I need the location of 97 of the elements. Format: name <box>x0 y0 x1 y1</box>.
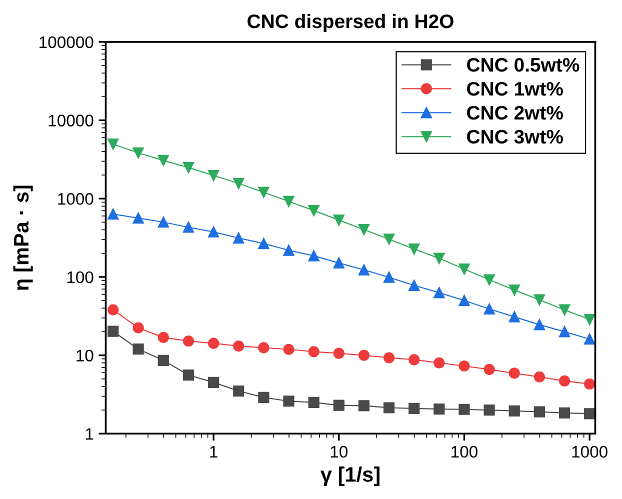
point <box>233 340 244 352</box>
point <box>283 244 294 256</box>
x-tick-label: 10 <box>330 446 348 458</box>
x-tick-label: 100 <box>452 446 478 458</box>
point <box>584 334 596 345</box>
point <box>484 364 495 375</box>
point <box>208 338 220 349</box>
point <box>458 294 470 306</box>
point <box>182 162 194 174</box>
y-tick-label: 1 <box>86 428 94 440</box>
point <box>458 404 470 415</box>
point <box>584 378 596 390</box>
point <box>408 402 420 414</box>
y-tick-label: 100 <box>67 271 94 284</box>
point <box>358 224 370 236</box>
point <box>408 243 420 255</box>
legend-label: CNC 0.5wt% <box>467 58 580 72</box>
point <box>108 326 119 337</box>
point <box>182 369 194 381</box>
point <box>584 408 596 420</box>
legend-label: CNC 2wt% <box>467 106 563 120</box>
x-axis-title: γ [1/s] <box>320 466 380 486</box>
point <box>283 344 294 355</box>
point <box>434 287 445 298</box>
point <box>132 322 144 334</box>
point <box>208 170 220 182</box>
point <box>383 352 395 364</box>
point <box>258 392 270 403</box>
point <box>584 314 596 326</box>
x-tick-label: 1 <box>210 446 218 458</box>
point <box>458 264 470 275</box>
point <box>333 214 344 226</box>
point <box>534 371 545 382</box>
point <box>358 350 370 361</box>
point <box>283 196 294 207</box>
legend-label: CNC 3wt% <box>467 130 563 144</box>
point <box>508 368 520 379</box>
point <box>108 304 119 316</box>
point <box>208 376 220 388</box>
point <box>308 204 320 216</box>
point <box>333 348 344 359</box>
point <box>258 186 270 198</box>
point <box>408 280 420 291</box>
point <box>158 216 169 228</box>
point <box>434 252 445 264</box>
point <box>182 222 194 233</box>
point <box>182 335 194 347</box>
y-tick-label: 1000 <box>58 193 94 205</box>
point <box>484 404 495 416</box>
point <box>534 406 545 418</box>
point <box>233 232 244 244</box>
point <box>383 272 395 283</box>
point <box>534 294 545 306</box>
point <box>308 346 320 358</box>
point <box>508 284 520 296</box>
point <box>508 311 520 322</box>
point <box>508 405 520 416</box>
point <box>484 274 495 286</box>
point <box>108 138 119 150</box>
point <box>408 354 420 366</box>
point <box>333 400 344 411</box>
point <box>558 407 570 418</box>
legend-label: CNC 1wt% <box>467 82 563 96</box>
point <box>233 385 244 397</box>
x-tick-label: 1000 <box>572 446 608 458</box>
point <box>308 250 320 262</box>
point <box>258 342 270 354</box>
chart-title: CNC dispersed in H2O <box>248 14 454 32</box>
point <box>484 303 495 315</box>
point <box>358 264 370 276</box>
point <box>208 226 220 238</box>
point <box>383 402 395 414</box>
y-tick-label: 10 <box>76 350 94 362</box>
point <box>308 396 320 408</box>
point <box>434 357 445 368</box>
y-tick-label: 10000 <box>48 114 94 126</box>
point <box>158 154 169 166</box>
y-tick-label: 100000 <box>40 36 94 48</box>
point <box>158 354 169 366</box>
point <box>132 344 144 355</box>
point <box>333 257 344 268</box>
point <box>132 212 144 224</box>
point <box>458 360 470 372</box>
point <box>558 304 570 316</box>
point <box>233 178 244 190</box>
point <box>258 238 270 250</box>
point <box>283 396 294 407</box>
point <box>558 326 570 338</box>
point <box>383 234 395 245</box>
point <box>108 208 119 220</box>
point <box>534 319 545 330</box>
point <box>358 400 370 412</box>
y-axis-title: η [mPa · s] <box>13 186 33 290</box>
point <box>558 375 570 387</box>
point <box>434 403 445 415</box>
point <box>132 147 144 158</box>
point <box>158 332 169 343</box>
